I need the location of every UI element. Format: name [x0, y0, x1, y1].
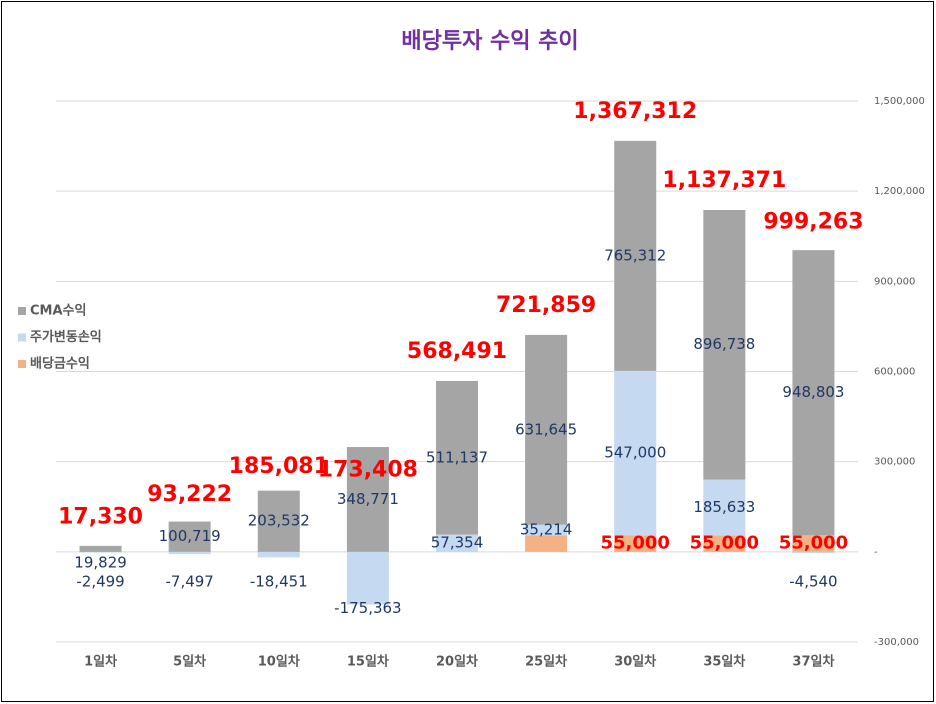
data-label: 55,000: [779, 533, 848, 554]
data-label: -175,363: [334, 599, 401, 617]
data-label: 948,803: [782, 383, 844, 401]
data-label: 57,354: [431, 534, 484, 552]
legend-swatch: [18, 307, 26, 315]
total-label: 17,330: [58, 505, 143, 530]
total-label: 568,491: [407, 339, 507, 364]
bar-segment: [703, 535, 746, 552]
total-label: 93,222: [147, 482, 232, 507]
legend-label: CMA수익: [30, 303, 86, 319]
bar-segment: [614, 535, 657, 552]
data-label: -18,451: [250, 572, 308, 590]
total-label: 1,367,312: [573, 99, 697, 124]
data-label: 100,719: [159, 527, 221, 545]
x-tick-label: 37일차: [792, 654, 834, 670]
legend-swatch: [18, 333, 26, 342]
bar-segment: [525, 524, 568, 536]
data-label: 765,312: [604, 246, 666, 264]
data-label: 511,137: [426, 448, 488, 466]
y-tick-label: 900,000: [874, 276, 915, 287]
data-label: 19,829: [74, 553, 127, 571]
x-tick-label: 5일차: [173, 654, 206, 670]
y-tick-label: 300,000: [874, 457, 915, 468]
y-tick-label: -300,000: [874, 637, 919, 648]
data-label: -7,497: [165, 572, 213, 590]
chart-title: 배당투자 수익 추이: [401, 29, 578, 54]
legend-label: 주가변동손익: [30, 329, 102, 345]
bar-segment: [614, 140, 657, 371]
bar-segment: [79, 551, 122, 553]
total-label: 999,263: [763, 209, 863, 234]
total-label: 185,081: [229, 454, 329, 479]
total-label: 173,408: [318, 458, 418, 483]
bar-segment: [168, 551, 211, 555]
data-label: 55,000: [690, 533, 759, 554]
bar-segment: [792, 551, 835, 554]
x-tick-label: 25일차: [525, 654, 567, 670]
data-label: -2,499: [76, 572, 124, 590]
x-tick-label: 15일차: [347, 654, 389, 670]
bar-segment: [346, 447, 389, 552]
data-label: 35,214: [520, 521, 573, 539]
data-label: 547,000: [604, 444, 666, 462]
bar-segment: [257, 551, 300, 558]
x-tick-label: 30일차: [614, 654, 656, 670]
x-tick-label: 35일차: [703, 654, 745, 670]
data-label: 348,771: [337, 490, 399, 508]
y-tick-label: 600,000: [874, 367, 915, 378]
y-tick-label: 1,500,000: [874, 96, 925, 107]
data-label: 631,645: [515, 420, 577, 438]
data-label: 896,738: [693, 335, 755, 353]
bar-segment: [703, 479, 746, 536]
legend-label: 배당금수익: [30, 356, 90, 372]
data-label: 185,633: [693, 498, 755, 516]
x-tick-label: 10일차: [258, 654, 300, 670]
total-label: 721,859: [496, 293, 596, 318]
total-label: 1,137,371: [662, 168, 786, 193]
x-tick-label: 1일차: [84, 654, 117, 670]
data-label: -4,540: [789, 572, 837, 590]
bar-segment: [792, 535, 835, 552]
bar-segment: [614, 370, 657, 536]
data-label: 203,532: [248, 512, 310, 530]
bar-segment: [436, 534, 478, 552]
bar-segment: [346, 551, 389, 605]
legend-swatch: [18, 360, 26, 368]
y-tick-label: 1,200,000: [874, 186, 925, 197]
data-label: 55,000: [600, 533, 669, 554]
bar-segment: [703, 209, 746, 480]
bar-segment: [168, 521, 211, 552]
bar-segment: [525, 334, 568, 525]
bar-segment: [525, 535, 568, 552]
bar-segment: [79, 545, 122, 552]
x-tick-label: 20일차: [436, 654, 478, 670]
bar-segment: [792, 250, 835, 536]
bar-segment: [257, 490, 300, 552]
y-tick-label: -: [874, 547, 878, 558]
bar-segment: [436, 380, 478, 535]
